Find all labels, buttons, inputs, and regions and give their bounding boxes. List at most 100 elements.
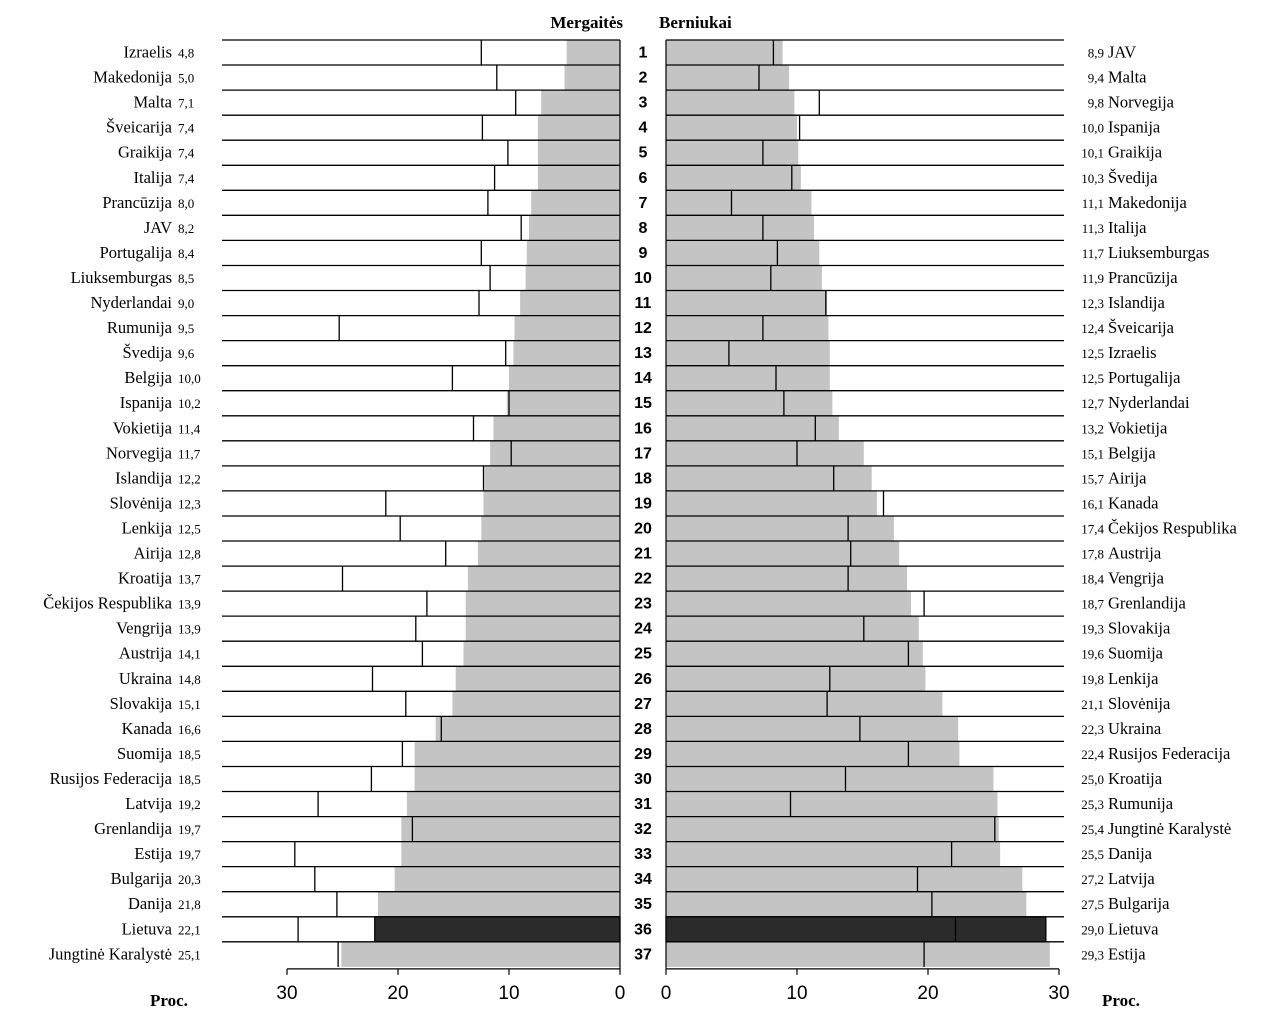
girls-bar [414,766,620,792]
girls-value-label: 10,0 [178,371,201,386]
boys-value-label: 29,0 [1081,922,1104,937]
boys-bar [666,816,999,842]
boys-bar [666,365,830,391]
rank-number: 16 [634,420,652,437]
girls-bar [529,215,620,241]
rank-number: 27 [634,696,652,713]
girls-bar [483,490,620,516]
boys-value-label: 12,4 [1081,321,1104,336]
girls-bar [526,240,620,266]
girls-bar [493,415,620,441]
boys-bar [666,490,877,516]
boys-country-label: Austrija [1108,544,1162,563]
girls-value-label: 20,3 [178,872,201,887]
girls-value-label: 7,4 [178,121,195,136]
girls-bar [401,816,620,842]
boys-country-label: Latvija [1108,869,1155,888]
girls-value-label: 8,0 [178,196,194,211]
girls-country-label: Estija [134,844,172,863]
girls-bar [465,591,620,617]
girls-value-label: 13,7 [178,572,201,587]
girls-x-tick-label: 10 [498,983,519,1004]
boys-bar [666,290,828,316]
boys-bar [666,465,872,491]
girls-value-label: 9,6 [178,346,195,361]
girls-bar [481,516,621,542]
boys-country-label: Bulgarija [1108,894,1170,913]
girls-bar [509,365,620,391]
girls-bar [566,40,620,66]
boys-value-label: 12,5 [1081,371,1104,386]
boys-country-label: Makedonija [1108,193,1187,212]
boys-bar [666,240,820,266]
boys-bar [666,891,1027,917]
girls-value-label: 11,4 [178,421,201,436]
girls-bar [394,866,620,892]
girls-country-label: Lietuva [122,919,173,938]
girls-value-label: 21,8 [178,897,201,912]
girls-value-label: 14,8 [178,672,201,687]
rank-number: 2 [639,70,648,87]
girls-value-label: 8,5 [178,271,194,286]
girls-value-label: 9,0 [178,296,194,311]
girls-bar [490,440,620,466]
girls-value-label: 25,1 [178,947,201,962]
boys-bar [666,866,1023,892]
girls-country-label: Šveicarija [106,118,173,137]
girls-bar [378,891,620,917]
boys-bar [666,741,960,767]
girls-value-label: 13,9 [178,597,201,612]
rank-number: 37 [634,946,652,963]
boys-country-label: Airija [1108,468,1147,487]
boys-value-label: 18,7 [1081,597,1104,612]
boys-country-label: Italija [1108,218,1147,237]
boys-bar [666,390,833,416]
rank-number: 36 [634,921,652,938]
boys-country-label: Čekijos Respublika [1108,519,1237,538]
boys-country-label: Norvegija [1108,93,1175,112]
girls-country-label: Lenkija [122,519,173,538]
boys-value-label: 25,4 [1081,822,1104,837]
rank-number: 21 [634,546,652,563]
boys-country-label: Graikija [1108,143,1163,162]
boys-country-label: Liuksemburgas [1108,243,1209,262]
boys-value-label: 13,2 [1081,421,1104,436]
girls-country-label: Makedonija [93,68,172,87]
girls-bar [531,190,620,216]
girls-value-label: 19,7 [178,847,201,862]
girls-country-label: Austrija [119,644,173,663]
girls-value-label: 12,8 [178,547,201,562]
boys-value-label: 16,1 [1081,496,1104,511]
boys-country-label: Slovakija [1108,619,1171,638]
boys-value-label: 22,3 [1081,722,1104,737]
girls-bar [401,841,620,867]
girls-country-label: Grenlandija [94,819,173,838]
boys-value-label: 17,8 [1081,547,1104,562]
boys-value-label: 27,2 [1081,872,1104,887]
rank-number: 26 [634,671,652,688]
rank-number: 30 [634,771,652,788]
boys-value-label: 17,4 [1081,522,1104,537]
boys-country-label: Suomija [1108,644,1164,663]
boys-bar [666,265,822,291]
girls-x-tick-label: 30 [276,983,297,1004]
rank-number: 7 [639,195,648,212]
girls-bar [513,340,620,366]
boys-value-label: 12,7 [1081,396,1104,411]
boys-country-label: Vokietija [1108,418,1168,437]
rank-number: 32 [634,821,652,838]
boys-bar [666,90,795,116]
rank-number: 11 [635,295,652,312]
boys-value-label: 25,5 [1081,847,1104,862]
girls-bar [455,666,620,692]
girls-value-label: 15,1 [178,697,201,712]
girls-country-label: Švedija [123,343,173,362]
girls-bar [374,916,621,943]
boys-value-label: 27,5 [1081,897,1104,912]
boys-value-label: 10,0 [1081,121,1104,136]
boys-value-label: 12,3 [1081,296,1104,311]
girls-bar [406,791,620,817]
boys-country-label: Danija [1108,844,1153,863]
girls-bar [463,641,620,667]
boys-bar [666,340,830,366]
